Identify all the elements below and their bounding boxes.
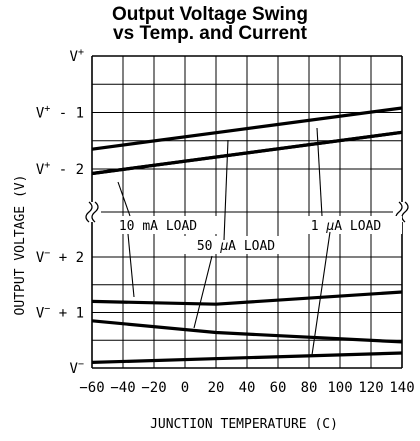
x-tick-label: 120	[358, 380, 383, 396]
axis-break-gap-left	[83, 202, 101, 222]
annotation-leader	[193, 255, 213, 329]
x-tick-label: −60	[79, 380, 104, 396]
annotation-bg	[294, 216, 402, 234]
series-lines	[91, 106, 403, 364]
annotation-bg	[170, 236, 306, 254]
y-tick-label: V− + 2	[36, 248, 84, 266]
chart-title-line-2: vs Temp. and Current	[113, 23, 307, 44]
annotation-leader	[127, 233, 135, 298]
y-axis-label: OUTPUT VOLTAGE (V)	[13, 175, 28, 316]
axis-break-mark-right	[401, 201, 409, 223]
annotation-leader	[117, 181, 131, 217]
x-tick-label: 100	[327, 380, 352, 396]
x-tick-label: 20	[208, 380, 225, 396]
x-tick-label: 0	[181, 380, 189, 396]
grid	[91, 55, 403, 369]
annotation-leader	[316, 127, 323, 217]
x-tick-label: 80	[301, 380, 318, 396]
x-tick-label: −40	[110, 380, 135, 396]
annotation-leader	[311, 231, 331, 356]
series-line-0	[91, 106, 403, 151]
y-tick-label: V+ - 2	[36, 160, 84, 178]
x-tick-label: 60	[270, 380, 287, 396]
annotation-label: 10 mA LOAD	[119, 219, 197, 234]
annotation-label: 1 μA LOAD	[311, 219, 382, 234]
series-line-2	[91, 130, 403, 176]
annotation-label: 50 μA LOAD	[197, 239, 275, 254]
y-tick-label: V+ - 1	[36, 104, 84, 122]
axis-break-mark-left	[85, 201, 93, 223]
x-tick-label: 140	[389, 380, 414, 396]
y-tick-label: V− + 1	[36, 304, 84, 322]
annotation-bg	[100, 216, 222, 234]
series-line-3	[91, 290, 403, 306]
x-tick-labels: −60 −40 −20 0 20 40 60 80 100 120 140	[79, 380, 414, 396]
y-tick-labels: V+ V+ - 1 V+ - 2 V− + 2 V− + 1 V−	[36, 47, 84, 377]
y-tick-label: V−	[70, 359, 84, 377]
x-tick-label: −20	[141, 380, 166, 396]
x-axis-label: JUNCTION TEMPERATURE (C)	[150, 417, 338, 432]
axis-break-mark-left	[91, 201, 99, 223]
series-line-5	[91, 351, 403, 364]
chart-title-line-1: Output Voltage Swing	[112, 4, 308, 25]
y-tick-label: V+	[70, 47, 84, 65]
series-line-4	[91, 319, 403, 344]
x-tick-label: 40	[239, 380, 256, 396]
annotation-leader	[223, 139, 229, 241]
